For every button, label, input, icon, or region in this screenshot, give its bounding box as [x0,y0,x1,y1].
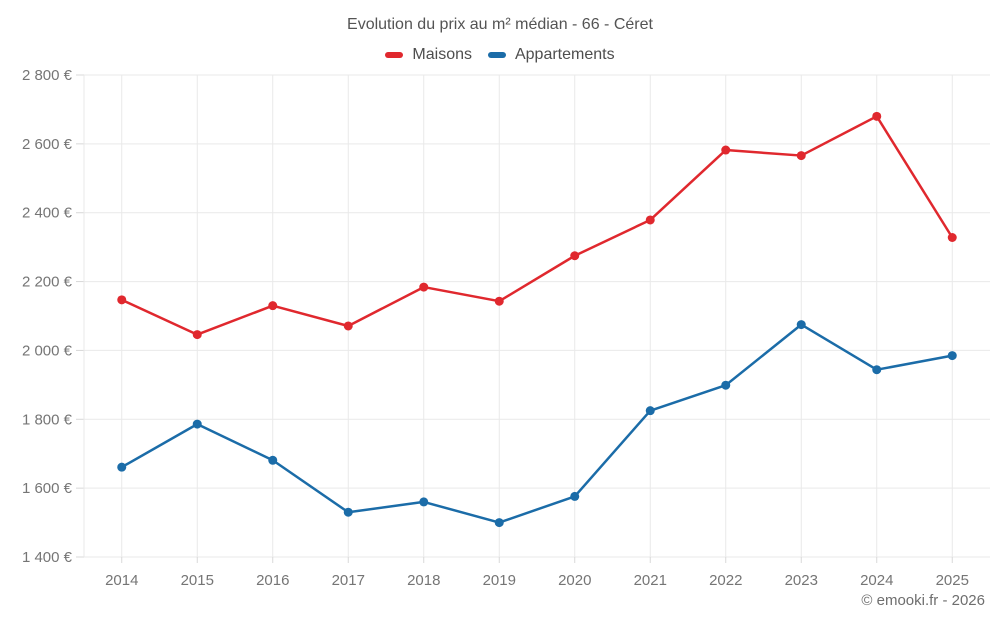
y-tick-label: 2 000 € [22,342,73,359]
x-tick-label: 2019 [483,572,516,589]
series-line-maisons [120,115,954,336]
legend-item-maisons[interactable]: Maisons [385,46,472,64]
data-point-maisons [947,233,957,243]
x-tick-label: 2022 [709,572,742,589]
data-point-appartements [192,419,202,429]
legend-item-appartements[interactable]: Appartements [487,46,615,64]
y-tick-label: 2 200 € [22,274,73,291]
chart-legend: Maisons Appartements [0,46,1000,64]
legend-label-maisons: Maisons [412,46,472,63]
x-tick-label: 2024 [860,572,893,589]
y-tick-label: 2 400 € [22,205,73,222]
data-point-maisons [494,296,504,306]
appartements-series-swatch-icon [487,52,506,58]
y-tick-label: 1 600 € [22,480,73,497]
copyright-credit: © emooki.fr - 2026 [861,592,985,609]
x-tick-label: 2014 [105,572,138,589]
maisons-series-swatch-icon [385,52,404,58]
legend-label-appartements: Appartements [514,46,615,63]
data-point-appartements [570,491,580,501]
data-point-appartements [872,365,882,375]
data-point-maisons [192,330,202,340]
data-point-appartements [796,320,806,330]
y-tick-label: 2 600 € [22,136,73,153]
x-tick-label: 2017 [332,572,365,589]
data-point-maisons [645,215,655,225]
y-tick-label: 1 400 € [22,549,73,566]
data-point-appartements [721,380,731,390]
chart-title: Evolution du prix au m² médian - 66 - Cé… [347,16,653,33]
data-point-appartements [645,406,655,416]
data-point-appartements [947,351,957,361]
x-tick-label: 2015 [181,572,214,589]
data-point-maisons [343,321,353,331]
x-tick-label: 2025 [936,572,969,589]
x-tick-label: 2016 [256,572,289,589]
x-tick-label: 2021 [634,572,667,589]
x-tick-label: 2023 [785,572,818,589]
data-point-maisons [117,295,127,305]
data-point-appartements [117,462,127,472]
data-point-appartements [343,507,353,517]
y-tick-label: 1 800 € [22,411,73,428]
data-point-maisons [268,301,278,311]
data-point-maisons [419,282,429,292]
data-point-maisons [796,151,806,161]
series-line-appartements [120,323,954,524]
data-point-appartements [494,518,504,528]
y-tick-label: 2 800 € [22,67,73,84]
data-point-maisons [570,251,580,261]
data-point-appartements [268,455,278,465]
data-point-maisons [721,145,731,155]
data-point-maisons [872,111,882,121]
x-tick-label: 2020 [558,572,591,589]
data-point-appartements [419,497,429,507]
x-tick-label: 2018 [407,572,440,589]
